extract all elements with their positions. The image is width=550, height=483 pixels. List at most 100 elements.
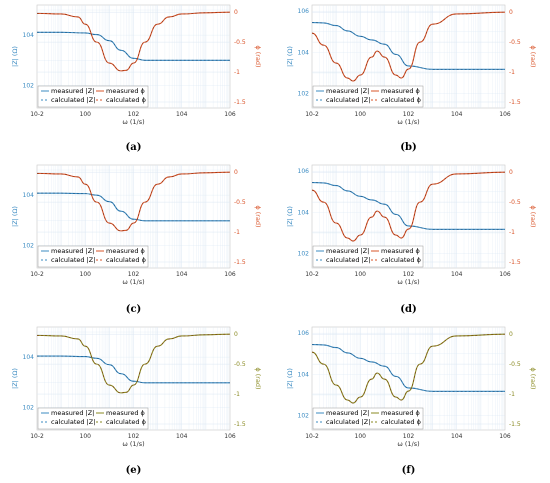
series-measured-phase bbox=[311, 11, 506, 82]
legend-label-measured_phase: measured ϕ bbox=[381, 247, 420, 255]
x-tick-label: 104 bbox=[176, 433, 188, 440]
y-right-tick-label: -1 bbox=[509, 391, 515, 398]
series-calculated-phase bbox=[36, 171, 231, 232]
x-axis-label: ω (1/s) bbox=[122, 440, 144, 448]
series-calculated-magnitude bbox=[37, 31, 230, 61]
y-left-axis-label: |Z| (Ω) bbox=[11, 206, 19, 227]
x-tick-label: 104 bbox=[451, 433, 463, 440]
chart-caption: (f) bbox=[402, 465, 416, 476]
y-left-axis-label: |Z| (Ω) bbox=[11, 368, 19, 389]
x-tick-label: 100 bbox=[80, 271, 92, 278]
x-tick-label: 10-2 bbox=[305, 433, 319, 440]
series-measured-magnitude bbox=[311, 344, 505, 392]
legend-label-calculated_mag: calculated |Z| bbox=[326, 256, 370, 264]
x-tick-label: 104 bbox=[176, 271, 188, 278]
y-left-tick-label: 104 bbox=[298, 49, 310, 56]
legend-box bbox=[37, 407, 149, 430]
series-calculated-phase bbox=[36, 333, 231, 394]
y-right-tick-label: -0.5 bbox=[234, 199, 246, 206]
legend-label-calculated_mag: calculated |Z| bbox=[51, 256, 95, 264]
legend-label-measured_mag: measured |Z| bbox=[326, 409, 369, 417]
series-calculated-magnitude bbox=[37, 355, 230, 384]
x-tick-label: 102 bbox=[403, 271, 415, 278]
legend-label-calculated_mag: calculated |Z| bbox=[51, 418, 95, 426]
x-tick-label: 106 bbox=[224, 433, 236, 440]
legend-label-calculated_phase: calculated ϕ bbox=[106, 96, 146, 104]
x-tick-label: 100 bbox=[355, 433, 367, 440]
y-right-tick-label: 0 bbox=[234, 169, 238, 176]
legend-label-measured_mag: measured |Z| bbox=[51, 409, 94, 417]
x-tick-label: 100 bbox=[80, 111, 92, 118]
y-right-tick-label: -0.5 bbox=[234, 361, 246, 368]
y-right-tick-label: -0.5 bbox=[509, 199, 521, 206]
x-tick-label: 102 bbox=[403, 433, 415, 440]
y-right-tick-label: -1 bbox=[234, 69, 240, 76]
series-measured-magnitude bbox=[311, 22, 505, 70]
legend-label-measured_phase: measured ϕ bbox=[106, 247, 145, 255]
legend: measured |Z| measured ϕ calculated |Z| calc… bbox=[312, 245, 424, 268]
y-left-tick-label: 102 bbox=[298, 91, 310, 98]
x-axis-label: ω (1/s) bbox=[397, 440, 419, 448]
x-tick-label: 104 bbox=[451, 111, 463, 118]
y-left-tick-label: 102 bbox=[23, 242, 35, 249]
x-tick-label: 102 bbox=[128, 433, 140, 440]
x-tick-label: 104 bbox=[451, 271, 463, 278]
x-tick-label: 102 bbox=[128, 271, 140, 278]
y-right-tick-label: -1.5 bbox=[234, 99, 246, 106]
y-left-tick-label: 106 bbox=[298, 330, 310, 337]
y-right-tick-label: -1.5 bbox=[509, 259, 521, 266]
x-tick-label: 100 bbox=[80, 433, 92, 440]
legend-label-measured_mag: measured |Z| bbox=[326, 87, 369, 95]
legend-label-calculated_mag: calculated |Z| bbox=[326, 418, 370, 426]
y-right-axis-label: ϕ (rad) bbox=[254, 205, 262, 227]
y-left-axis-label: |Z| (Ω) bbox=[286, 368, 294, 389]
x-tick-label: 100 bbox=[355, 111, 367, 118]
chart-caption: (d) bbox=[400, 304, 416, 315]
legend-label-measured_mag: measured |Z| bbox=[51, 247, 94, 255]
y-right-tick-label: 0 bbox=[234, 9, 238, 16]
x-tick-label: 10-2 bbox=[305, 111, 319, 118]
y-right-tick-label: 0 bbox=[509, 331, 513, 338]
y-right-axis-label: ϕ (rad) bbox=[529, 205, 537, 227]
chart-caption: (a) bbox=[126, 142, 142, 153]
x-axis-label: ω (1/s) bbox=[397, 278, 419, 286]
y-left-tick-label: 106 bbox=[298, 168, 310, 175]
y-left-tick-label: 102 bbox=[298, 251, 310, 258]
legend: measured |Z| measured ϕ calculated |Z| calc… bbox=[37, 245, 149, 268]
x-axis-label: ω (1/s) bbox=[122, 278, 144, 286]
x-tick-label: 10-2 bbox=[30, 111, 44, 118]
x-tick-label: 106 bbox=[499, 433, 511, 440]
legend-label-calculated_mag: calculated |Z| bbox=[326, 96, 370, 104]
y-right-tick-label: -1.5 bbox=[234, 421, 246, 428]
y-left-tick-label: 104 bbox=[23, 192, 35, 199]
y-right-tick-label: -0.5 bbox=[509, 39, 521, 46]
x-tick-label: 10-2 bbox=[305, 271, 319, 278]
x-tick-label: 10-2 bbox=[30, 271, 44, 278]
legend-box bbox=[312, 407, 424, 430]
legend: measured |Z| measured ϕ calculated |Z| calc… bbox=[37, 85, 149, 108]
y-right-tick-label: 0 bbox=[234, 331, 238, 338]
series-calculated-magnitude bbox=[36, 192, 230, 222]
series-calculated-phase bbox=[36, 11, 231, 72]
legend-box bbox=[312, 85, 424, 108]
y-right-tick-label: -0.5 bbox=[509, 361, 521, 368]
y-right-tick-label: -0.5 bbox=[234, 39, 246, 46]
y-right-tick-label: 0 bbox=[509, 169, 513, 176]
y-left-tick-label: 102 bbox=[23, 404, 35, 411]
y-right-tick-label: -1 bbox=[509, 69, 515, 76]
y-right-tick-label: -1.5 bbox=[234, 259, 246, 266]
x-tick-label: 106 bbox=[499, 111, 511, 118]
x-tick-label: 106 bbox=[224, 271, 236, 278]
chart-caption: (e) bbox=[126, 465, 142, 476]
y-left-tick-label: 104 bbox=[298, 371, 310, 378]
legend-box bbox=[37, 85, 149, 108]
legend-label-calculated_phase: calculated ϕ bbox=[106, 256, 146, 264]
y-right-axis-label: ϕ (rad) bbox=[529, 367, 537, 389]
y-left-axis-label: |Z| (Ω) bbox=[11, 46, 19, 67]
legend-label-calculated_phase: calculated ϕ bbox=[381, 256, 421, 264]
y-left-tick-label: 104 bbox=[23, 354, 35, 361]
y-right-axis-label: ϕ (rad) bbox=[529, 45, 537, 67]
